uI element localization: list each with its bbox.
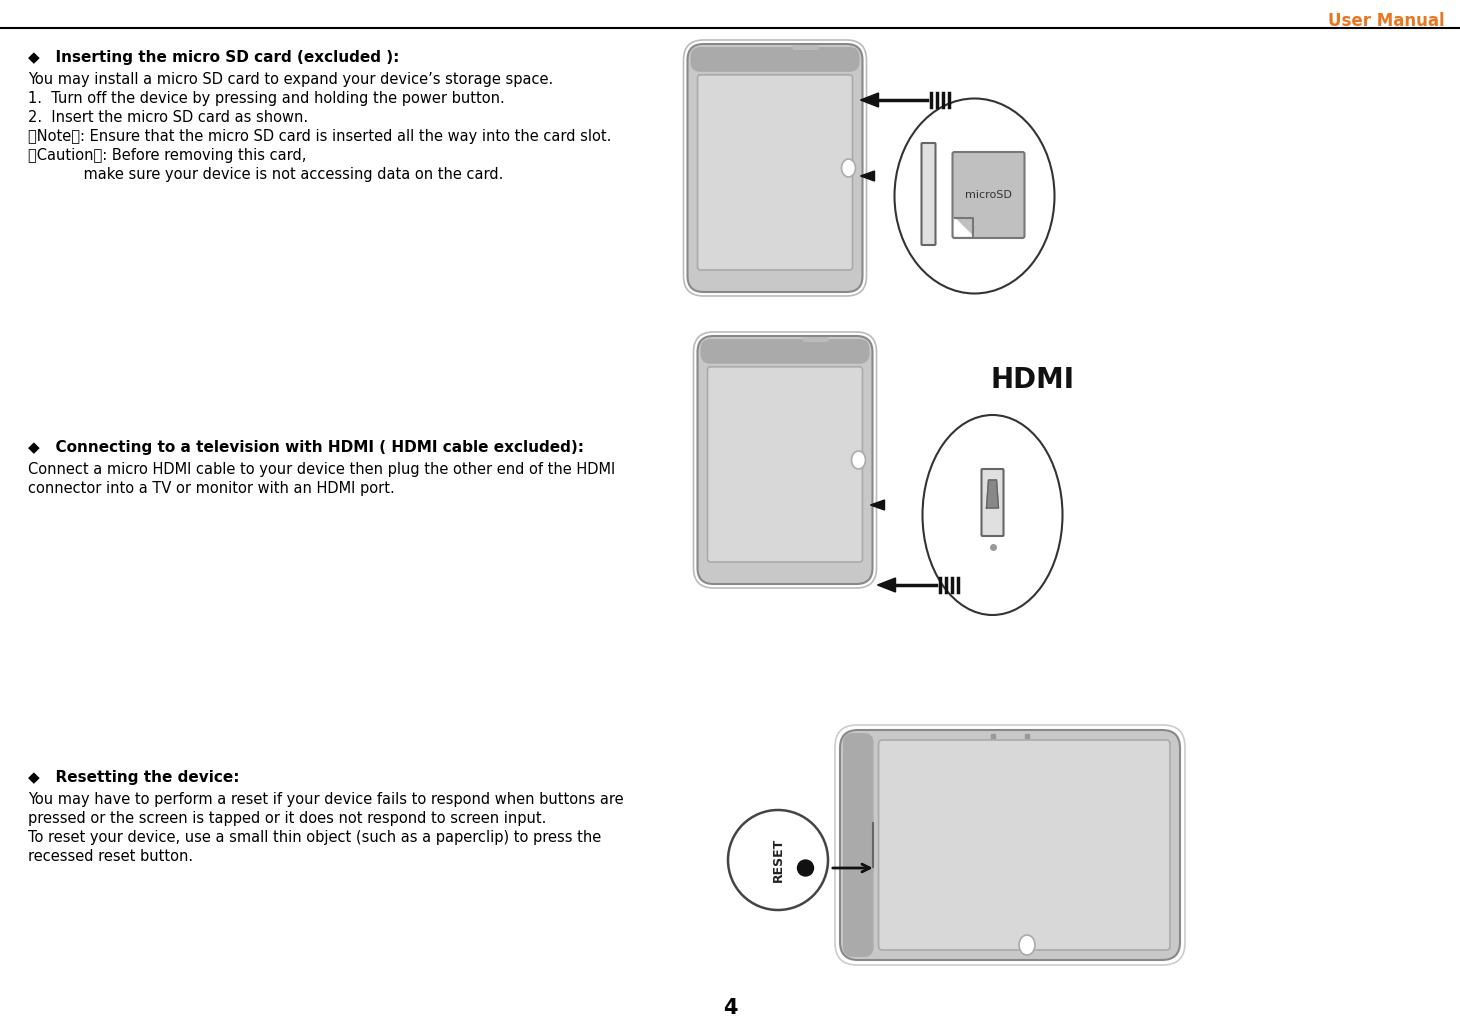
Text: HDMI: HDMI [990,366,1075,394]
FancyBboxPatch shape [683,40,866,296]
Text: You may have to perform a reset if your device fails to respond when buttons are: You may have to perform a reset if your … [28,792,623,807]
Text: ◆   Resetting the device:: ◆ Resetting the device: [28,770,239,785]
Text: recessed reset button.: recessed reset button. [28,849,193,864]
FancyBboxPatch shape [842,733,873,957]
Text: ◆   Inserting the micro SD card (excluded ):: ◆ Inserting the micro SD card (excluded … [28,50,400,65]
Text: make sure your device is not accessing data on the card.: make sure your device is not accessing d… [28,168,504,182]
FancyBboxPatch shape [793,45,819,50]
Text: pressed or the screen is tapped or it does not respond to screen input.: pressed or the screen is tapped or it do… [28,811,546,826]
Text: microSD: microSD [965,190,1012,200]
Text: 【Caution】: Before removing this card,: 【Caution】: Before removing this card, [28,148,307,163]
Text: User Manual: User Manual [1329,12,1445,30]
FancyBboxPatch shape [839,730,1180,960]
Text: RESET: RESET [771,838,784,882]
Circle shape [797,860,813,876]
FancyBboxPatch shape [981,469,1003,536]
FancyBboxPatch shape [688,44,863,292]
FancyBboxPatch shape [694,332,876,588]
FancyBboxPatch shape [879,740,1169,950]
Text: 4: 4 [723,998,737,1018]
FancyBboxPatch shape [698,74,853,270]
Polygon shape [860,93,879,107]
Ellipse shape [841,159,856,177]
FancyBboxPatch shape [921,143,936,245]
Circle shape [729,810,828,910]
Polygon shape [877,578,895,592]
FancyBboxPatch shape [698,336,873,584]
FancyBboxPatch shape [701,339,870,364]
Text: You may install a micro SD card to expand your device’s storage space.: You may install a micro SD card to expan… [28,72,553,87]
FancyBboxPatch shape [803,337,829,342]
Polygon shape [955,218,972,236]
Ellipse shape [1019,935,1035,955]
Polygon shape [870,500,885,510]
FancyBboxPatch shape [691,47,860,71]
Text: connector into a TV or monitor with an HDMI port.: connector into a TV or monitor with an H… [28,481,394,496]
Text: 【Note】: Ensure that the micro SD card is inserted all the way into the card slot: 【Note】: Ensure that the micro SD card is… [28,129,612,144]
Polygon shape [860,171,875,181]
Text: Connect a micro HDMI cable to your device then plug the other end of the HDMI: Connect a micro HDMI cable to your devic… [28,462,615,477]
FancyBboxPatch shape [952,152,1025,238]
Text: ◆   Connecting to a television with HDMI ( HDMI cable excluded):: ◆ Connecting to a television with HDMI (… [28,440,584,455]
Polygon shape [987,480,999,508]
FancyBboxPatch shape [708,367,863,562]
Ellipse shape [851,451,866,469]
Text: 2.  Insert the micro SD card as shown.: 2. Insert the micro SD card as shown. [28,110,308,125]
FancyBboxPatch shape [835,725,1186,965]
Text: 1.  Turn off the device by pressing and holding the power button.: 1. Turn off the device by pressing and h… [28,91,505,107]
Text: To reset your device, use a small thin object (such as a paperclip) to press the: To reset your device, use a small thin o… [28,830,602,845]
